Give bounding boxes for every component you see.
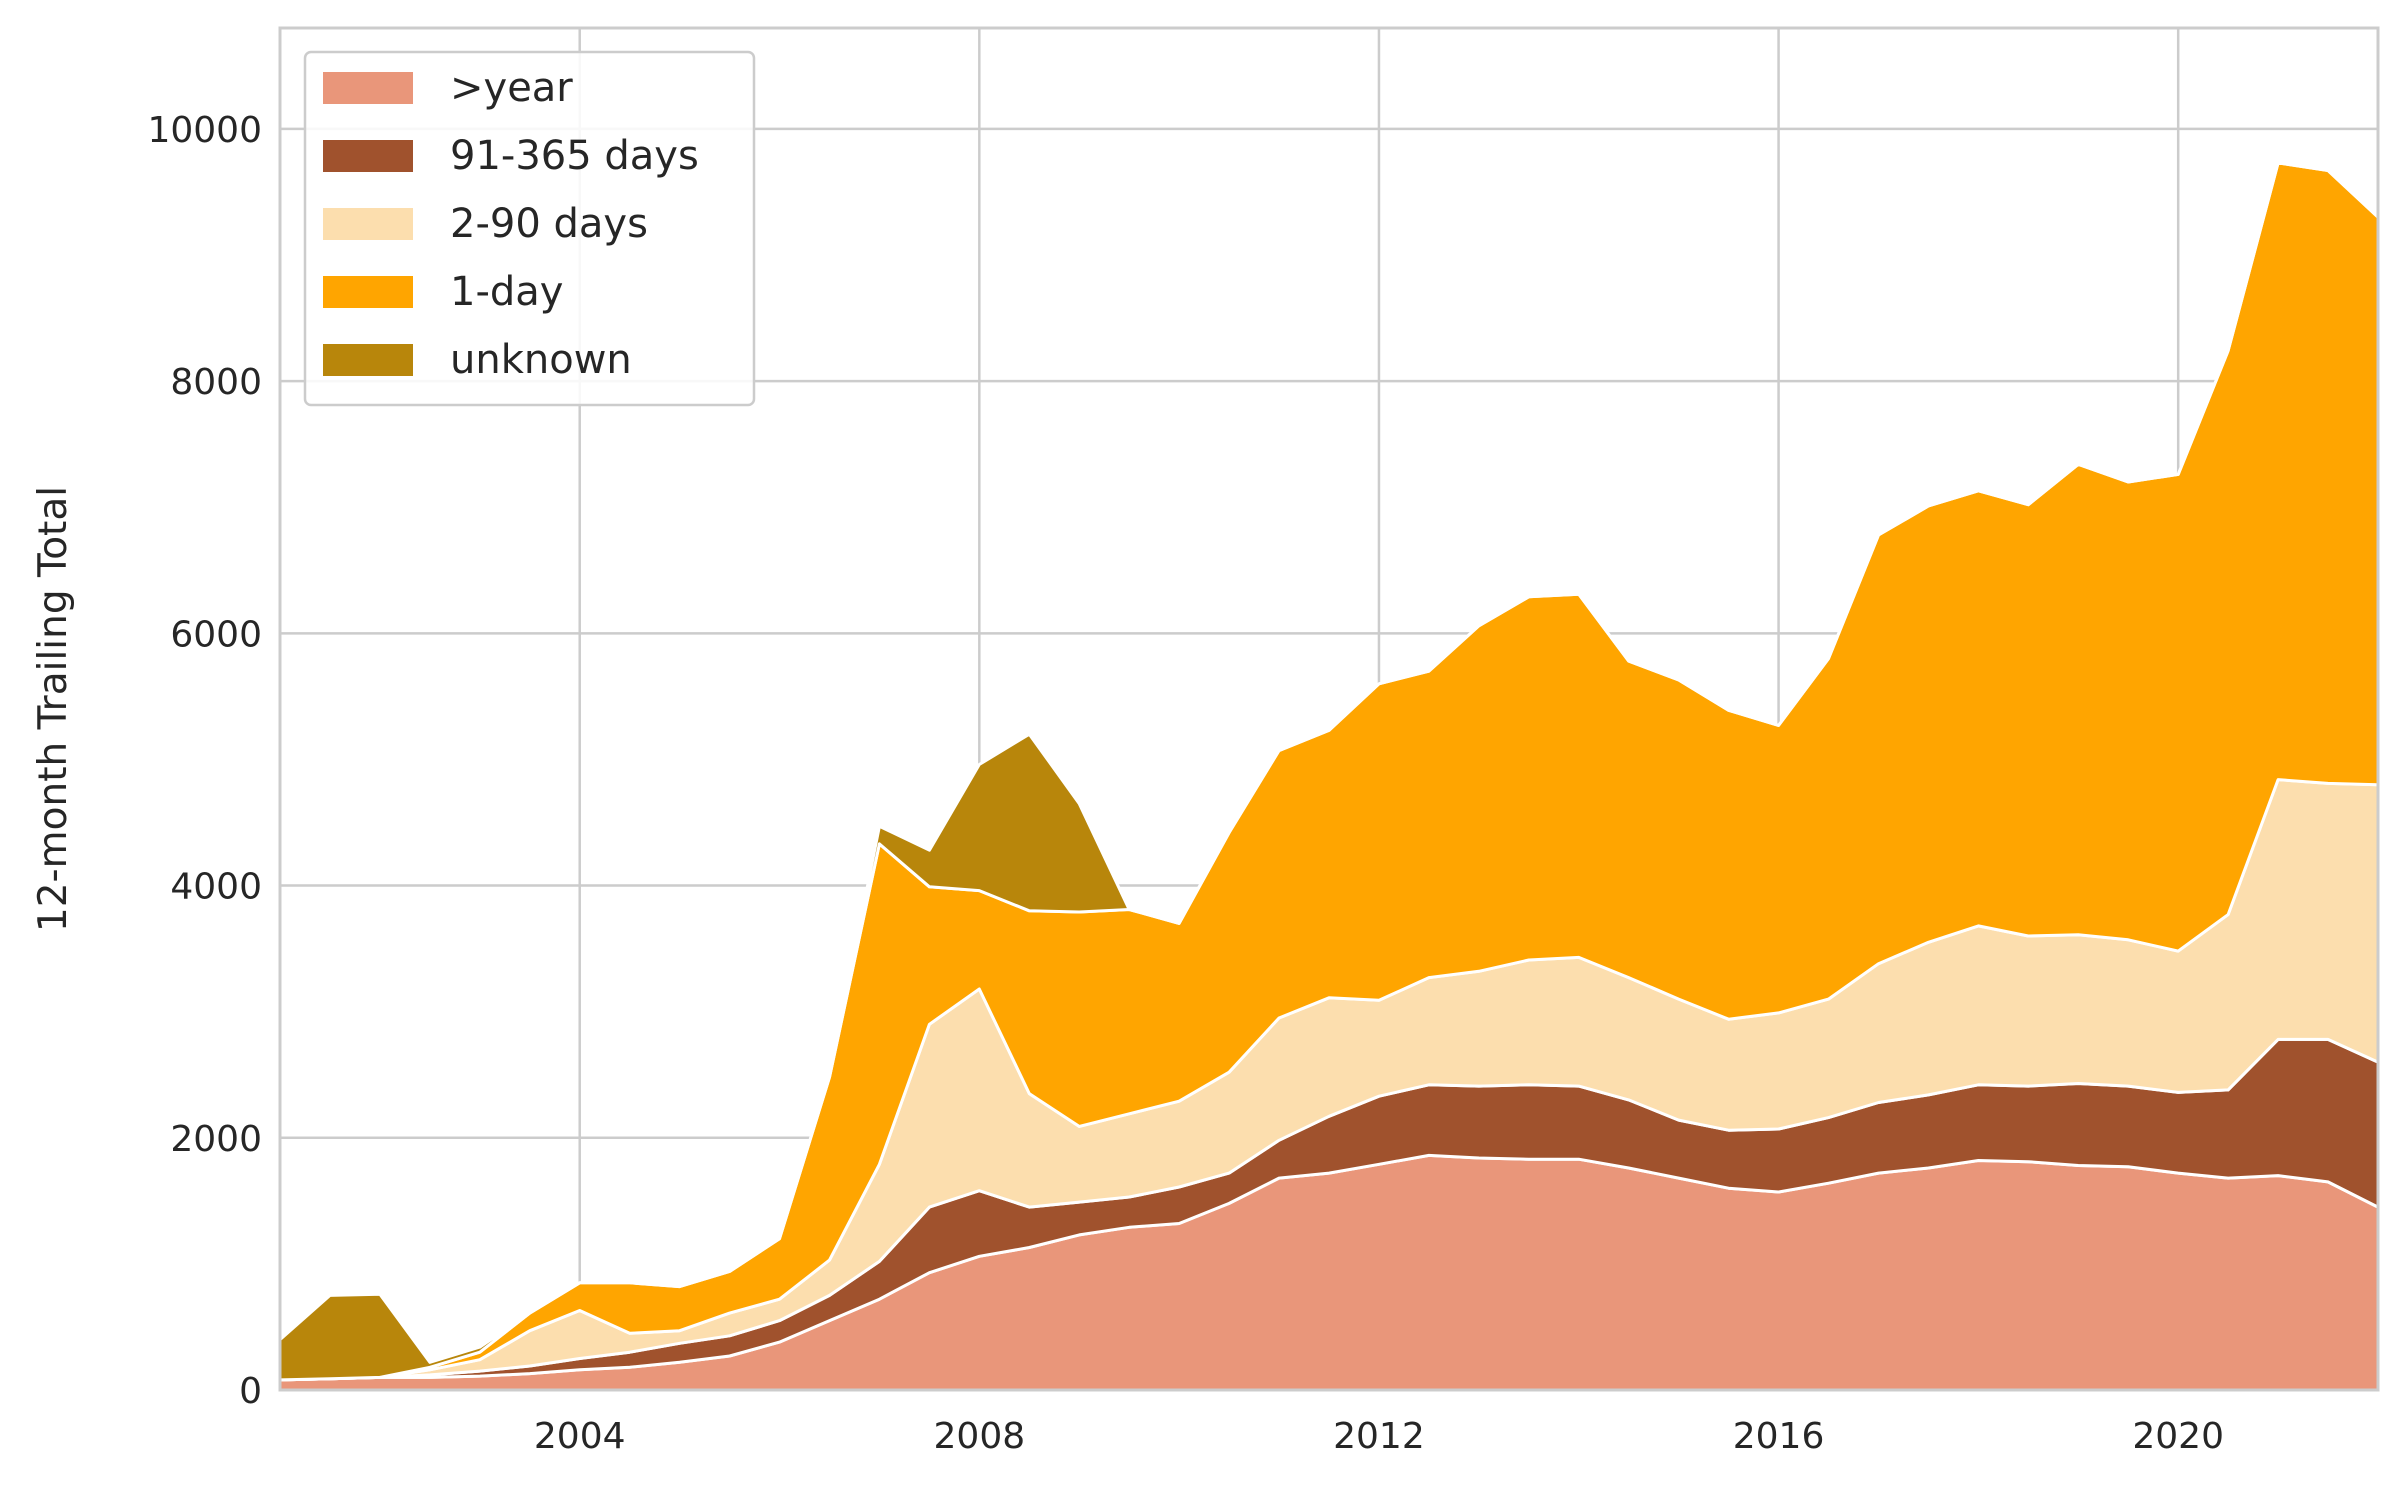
legend-box	[303, 50, 756, 407]
y-tick-label-2000: 2000	[170, 1119, 262, 1160]
plot-frame	[278, 26, 2380, 1392]
legend-label-91-365-days: 91-365 days	[450, 133, 699, 179]
legend-swatch-2-90-days	[323, 208, 413, 240]
legend-swatch-unknown	[323, 344, 413, 376]
legend-label-1-day: 1-day	[450, 269, 563, 315]
area-unknown	[278, 161, 2380, 1382]
legend-swatch-1-day	[323, 276, 413, 308]
x-tick-label-2008: 2008	[934, 1416, 1026, 1457]
tick-labels: 2004 2008 2012 2016 2020 0 2000 4000 6000 8000 100…	[147, 110, 2224, 1457]
legend-label-2-90-days: 2-90 days	[450, 201, 648, 247]
legend-swatch-year	[323, 72, 413, 104]
x-tick-label-2012: 2012	[1333, 1416, 1425, 1457]
y-axis-title: 12-month Trailing Total	[31, 486, 76, 932]
y-tick-label-6000: 6000	[170, 614, 262, 655]
y-tick-label-10000: 10000	[147, 110, 262, 151]
x-tick-label-2020: 2020	[2132, 1416, 2224, 1457]
y-tick-label-4000: 4000	[170, 867, 262, 908]
area-layers	[278, 161, 2380, 1392]
x-tick-label-2004: 2004	[534, 1416, 626, 1457]
legend-swatch-91-365-days	[323, 140, 413, 172]
y-tick-label-8000: 8000	[170, 362, 262, 403]
legend-label-unknown: unknown	[450, 337, 632, 383]
x-tick-label-2016: 2016	[1733, 1416, 1825, 1457]
y-tick-label-0: 0	[239, 1371, 262, 1412]
legend-label-year: >year	[450, 65, 573, 111]
legend: >year 91-365 days 2-90 days 1-day unknown	[303, 50, 756, 407]
